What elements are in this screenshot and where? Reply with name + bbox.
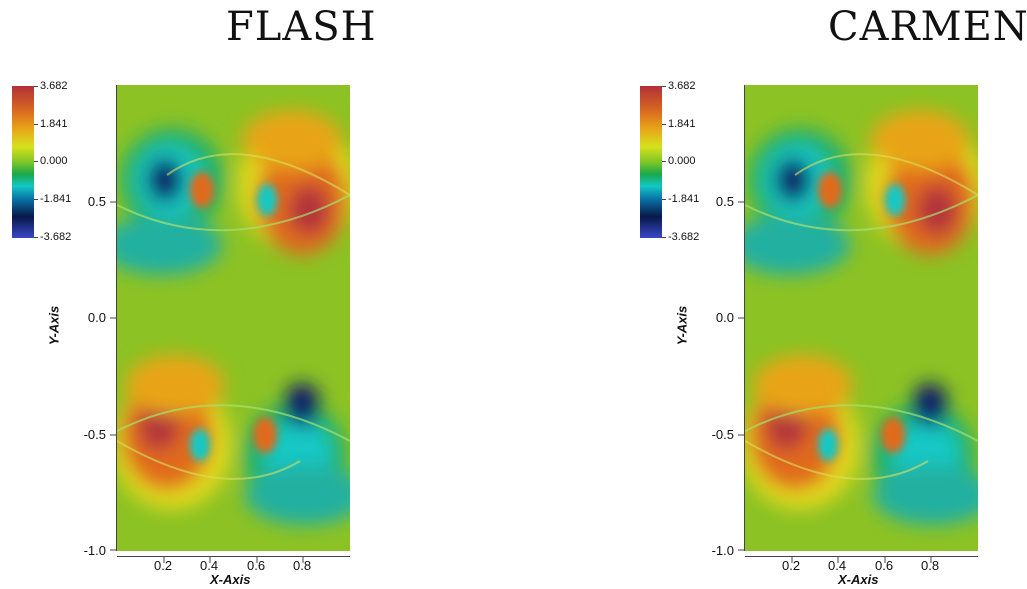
x-axis-label: X-Axis bbox=[838, 572, 879, 587]
x-tick-label: 0.6 bbox=[247, 558, 266, 573]
colorbar-label: -1.841 bbox=[668, 193, 700, 205]
field-plot-svg bbox=[117, 85, 350, 551]
y-axis bbox=[738, 85, 745, 551]
field-plot-svg bbox=[745, 85, 978, 551]
colorbar-tick bbox=[662, 86, 666, 87]
flash-panel: FLASH 3.682 1.841 0.000 -1.841 -3.682 bbox=[0, 0, 500, 589]
colorbar-label: 3.682 bbox=[40, 80, 68, 92]
colorbar-tick bbox=[662, 161, 666, 162]
x-tick-label: 0.2 bbox=[154, 558, 173, 573]
x-axis-label: X-Axis bbox=[210, 572, 251, 587]
x-axis-ticks bbox=[745, 556, 978, 563]
colorbar-tick bbox=[662, 199, 666, 200]
field-plot bbox=[745, 85, 978, 551]
colorbar-tick bbox=[34, 161, 38, 162]
colorbar-label: 0.000 bbox=[40, 155, 68, 167]
x-tick-label: 0.4 bbox=[200, 558, 219, 573]
y-axis-ticks bbox=[110, 85, 117, 551]
panel-title: FLASH bbox=[226, 4, 377, 50]
x-tick-label: 0.4 bbox=[828, 558, 847, 573]
y-tick-label: 0.5 bbox=[715, 194, 734, 209]
x-tick-label: 0.8 bbox=[921, 558, 940, 573]
y-axis-label: Y-Axis bbox=[674, 305, 690, 346]
field-plot bbox=[117, 85, 350, 551]
y-tick-label: -0.5 bbox=[711, 427, 734, 442]
x-tick-label: 0.8 bbox=[293, 558, 312, 573]
x-axis-ticks bbox=[117, 556, 350, 563]
y-tick-label: 0.0 bbox=[715, 310, 734, 325]
y-tick-label: -1.0 bbox=[83, 543, 106, 558]
colorbar-tick bbox=[662, 237, 666, 238]
y-axis-ticks bbox=[738, 85, 745, 551]
colorbar-label: 1.841 bbox=[40, 118, 68, 130]
colorbar-label: -1.841 bbox=[40, 193, 72, 205]
colorbar-tick bbox=[662, 124, 666, 125]
colorbar-tick bbox=[34, 199, 38, 200]
colorbar-label: -3.682 bbox=[668, 231, 700, 243]
panel-title: CARMEN bbox=[828, 4, 1027, 50]
colorbar-label: 3.682 bbox=[668, 80, 696, 92]
x-axis bbox=[745, 551, 978, 563]
colorbar-label: -3.682 bbox=[40, 231, 72, 243]
carmen-panel: CARMEN 3.682 1.841 0.000 -1.841 -3.682 bbox=[628, 0, 1027, 589]
colorbar-label: 1.841 bbox=[668, 118, 696, 130]
colorbar bbox=[12, 86, 34, 238]
y-tick-label: 0.5 bbox=[87, 194, 106, 209]
colorbar-tick bbox=[34, 124, 38, 125]
y-tick-label: 0.0 bbox=[87, 310, 106, 325]
x-axis bbox=[117, 551, 350, 563]
colorbar-tick bbox=[34, 237, 38, 238]
y-tick-label: -1.0 bbox=[711, 543, 734, 558]
y-axis-label: Y-Axis bbox=[46, 305, 62, 346]
colorbar-tick bbox=[34, 86, 38, 87]
x-tick-label: 0.6 bbox=[875, 558, 894, 573]
colorbar-label: 0.000 bbox=[668, 155, 696, 167]
x-tick-label: 0.2 bbox=[782, 558, 801, 573]
y-tick-label: -0.5 bbox=[83, 427, 106, 442]
y-axis bbox=[110, 85, 117, 551]
colorbar bbox=[640, 86, 662, 238]
